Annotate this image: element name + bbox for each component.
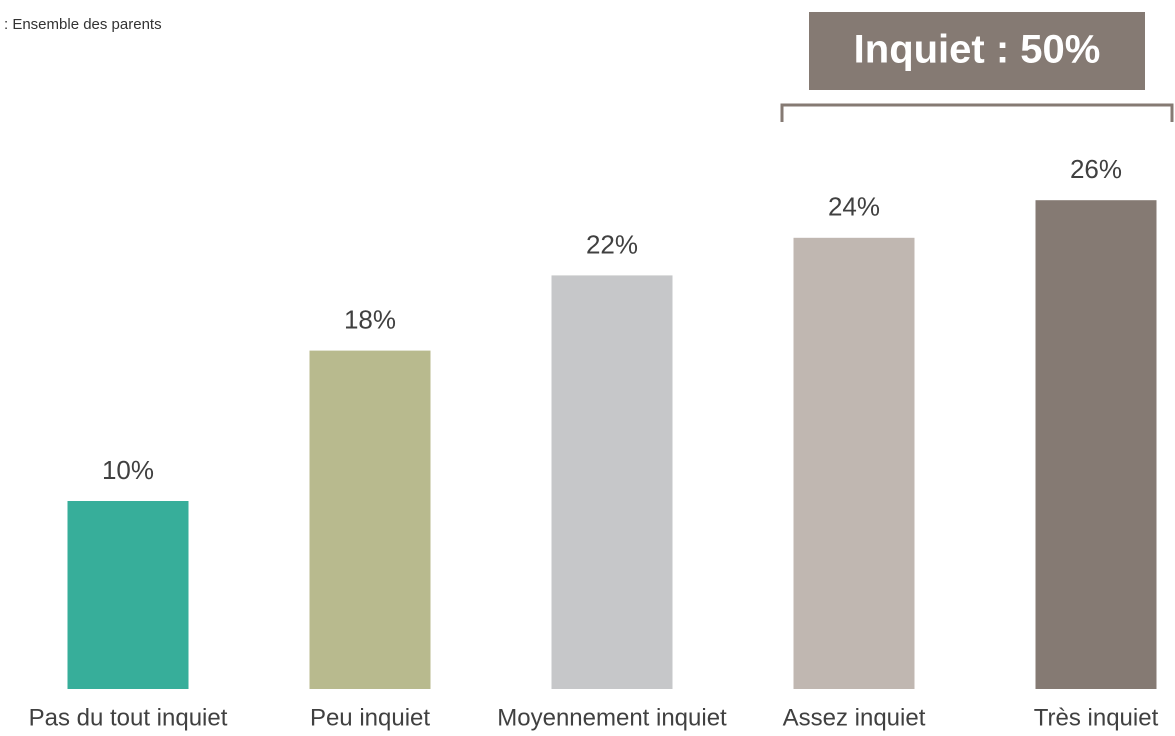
annotation-box	[809, 12, 1145, 90]
bar	[1035, 200, 1157, 689]
value-label: 24%	[828, 192, 880, 222]
x-tick-label: Peu inquiet	[310, 704, 430, 731]
value-label: 10%	[102, 455, 154, 485]
value-label: 18%	[344, 304, 396, 334]
annotation: Inquiet : 50%	[854, 28, 1101, 72]
x-tick-label: Moyennement inquiet	[497, 704, 727, 731]
bar	[793, 237, 915, 690]
bar	[309, 350, 431, 689]
value-label: 26%	[1070, 154, 1122, 184]
bar	[551, 275, 673, 689]
bracket	[780, 103, 1174, 122]
value-label: 22%	[586, 229, 638, 259]
x-tick-label: Très inquiet	[1034, 704, 1159, 731]
x-tick-label: Pas du tout inquiet	[29, 704, 228, 731]
x-tick-label: Assez inquiet	[783, 704, 926, 731]
bar	[67, 501, 189, 689]
chart-subtitle: : Ensemble des parents	[4, 16, 162, 33]
